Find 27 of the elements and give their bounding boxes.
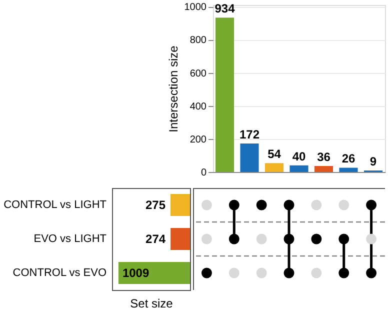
y-tick-label: 400 [190, 101, 207, 112]
y-tick-label: 0 [200, 168, 207, 178]
y-tick-label: 200 [190, 134, 207, 146]
data-label: 54 [268, 147, 282, 162]
data-label: 40 [292, 149, 306, 164]
bar [290, 165, 308, 172]
data-label: 172 [239, 128, 260, 142]
y-tick-label: 600 [190, 68, 207, 80]
y-axis-title: Intersection size [166, 45, 180, 132]
data-label: 36 [317, 150, 331, 164]
y-tick-label: 800 [190, 35, 207, 46]
y-tick-label: EVO vs LIGHT [34, 233, 107, 245]
data-label: 934 [214, 2, 236, 16]
bar [314, 166, 334, 172]
bar [215, 18, 234, 172]
y-tick-label: 1000 [184, 2, 207, 14]
data-label: 274 [146, 232, 166, 246]
data-label: 26 [342, 152, 356, 166]
y-tick-label: CONTROL vs LIGHT [4, 199, 107, 211]
bar [240, 144, 259, 172]
data-label: 9 [370, 154, 377, 169]
x-axis-title: Set size [130, 296, 174, 310]
data-label: 1009 [122, 266, 150, 280]
bar [264, 163, 284, 172]
y-tick-label: CONTROL vs EVO [12, 267, 107, 279]
bar [339, 168, 358, 172]
data-label: 275 [145, 198, 166, 212]
